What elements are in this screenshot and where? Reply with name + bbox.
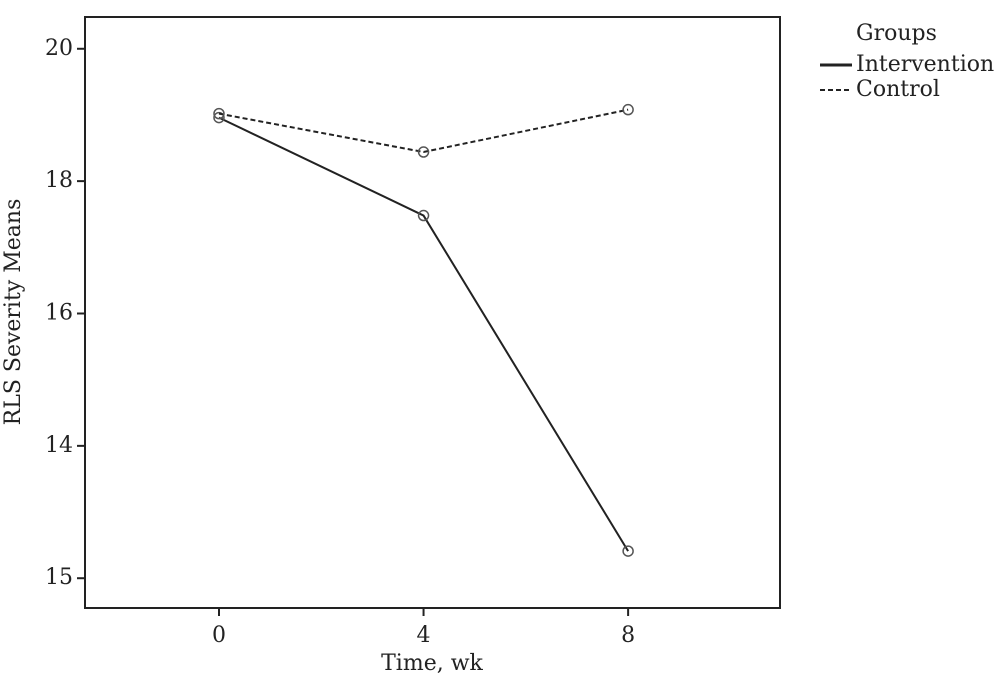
x-tick-label: 4 [417,623,431,648]
y-tick-label: 14 [45,433,73,458]
y-tick-label: 16 [45,300,73,325]
series-line [218,108,629,154]
x-tick-label: 8 [621,623,635,648]
point [417,146,430,158]
x-tick-label: 0 [212,623,226,648]
legend-label: Control [856,77,940,102]
point [213,111,225,124]
series-line [218,116,629,552]
y-tick-label: 15 [45,565,73,590]
plot-frame [84,16,781,609]
point [417,209,430,222]
x-axis-label: Time, wk [381,651,483,676]
point [622,545,634,557]
y-tick-label: 18 [45,168,73,193]
point [213,107,225,120]
legend-label: Intervention [856,52,994,77]
point [622,103,634,116]
legend-title: Groups [856,21,937,46]
y-tick-label: 20 [45,36,73,61]
y-axis-label: RLS Severity Means [1,199,26,426]
